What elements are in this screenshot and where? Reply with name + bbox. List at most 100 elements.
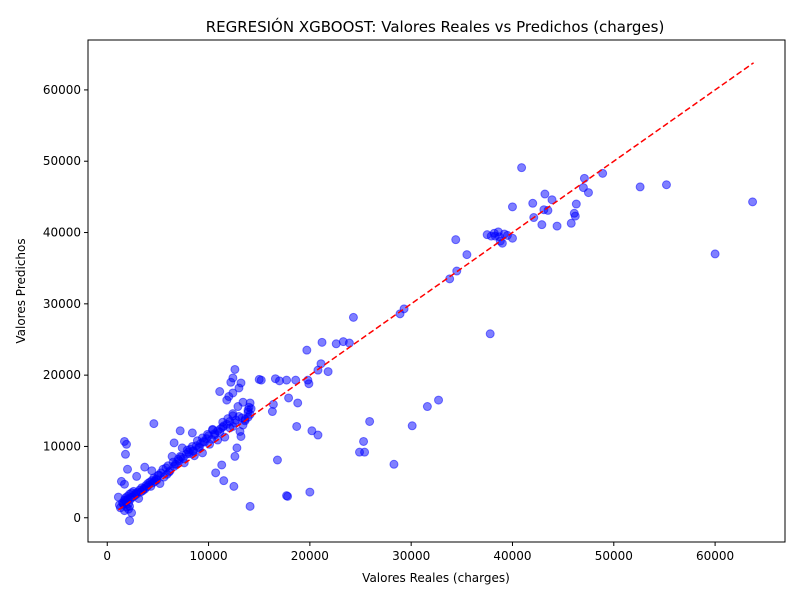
y-tick-label: 50000 xyxy=(43,154,81,168)
data-point xyxy=(232,443,242,453)
data-point xyxy=(570,211,580,221)
data-point xyxy=(365,416,375,426)
data-point xyxy=(284,393,294,403)
data-point xyxy=(552,221,562,231)
y-tick-label: 10000 xyxy=(43,439,81,453)
data-point xyxy=(219,476,229,486)
data-point xyxy=(245,398,255,408)
data-point xyxy=(140,462,150,472)
data-point xyxy=(256,375,266,385)
data-point xyxy=(149,419,159,429)
data-point xyxy=(230,364,240,374)
data-point xyxy=(228,388,238,398)
reference-line-group xyxy=(117,62,755,511)
data-point xyxy=(125,516,135,526)
data-point xyxy=(389,459,399,469)
data-point xyxy=(147,466,157,476)
data-point xyxy=(272,455,282,465)
data-point xyxy=(748,197,758,207)
data-point xyxy=(169,438,179,448)
data-point xyxy=(359,436,369,446)
x-axis: 0 10000 20000 30000 40000 50000 60000 xyxy=(103,542,734,563)
data-point xyxy=(566,218,576,228)
x-tick-label: 40000 xyxy=(493,549,531,563)
chart-title: REGRESIÓN XGBOOST: Valores Reales vs Pre… xyxy=(206,17,665,36)
data-point xyxy=(215,387,225,397)
data-point xyxy=(236,431,246,441)
data-point xyxy=(120,449,130,459)
data-point xyxy=(175,426,185,436)
data-point xyxy=(344,338,354,348)
x-axis-label: Valores Reales (charges) xyxy=(362,571,510,585)
data-point xyxy=(710,249,720,259)
data-point xyxy=(218,417,228,427)
data-point xyxy=(132,471,142,481)
data-point xyxy=(282,375,292,385)
data-point xyxy=(571,199,581,209)
data-point xyxy=(537,220,547,230)
data-point xyxy=(230,451,240,461)
data-point xyxy=(126,493,136,503)
data-point xyxy=(540,189,550,199)
y-axis: 0 10000 20000 30000 40000 50000 60000 xyxy=(43,83,88,525)
data-point xyxy=(355,447,365,457)
data-point xyxy=(217,460,227,470)
data-point xyxy=(434,395,444,405)
data-point xyxy=(304,379,314,389)
data-point xyxy=(494,232,504,242)
x-tick-label: 50000 xyxy=(595,549,633,563)
y-tick-label: 60000 xyxy=(43,83,81,97)
x-tick-label: 30000 xyxy=(392,549,430,563)
data-point xyxy=(547,195,557,205)
x-tick-label: 60000 xyxy=(696,549,734,563)
data-point xyxy=(302,345,312,355)
y-tick-label: 20000 xyxy=(43,368,81,382)
data-point xyxy=(635,182,645,192)
data-point xyxy=(323,367,333,377)
data-point xyxy=(119,436,129,446)
data-point xyxy=(167,451,177,461)
data-point xyxy=(293,398,303,408)
data-point xyxy=(197,448,207,458)
data-point xyxy=(462,250,472,260)
reference-line xyxy=(117,62,755,511)
data-point xyxy=(407,421,417,431)
data-point xyxy=(583,188,593,198)
y-tick-label: 0 xyxy=(73,511,81,525)
data-point xyxy=(113,492,123,502)
x-tick-label: 10000 xyxy=(189,549,227,563)
data-points xyxy=(113,163,758,526)
data-point xyxy=(228,409,238,419)
data-point xyxy=(507,233,517,243)
data-point xyxy=(291,375,301,385)
data-point xyxy=(307,426,317,436)
data-point xyxy=(528,198,538,208)
data-point xyxy=(228,373,238,383)
data-point xyxy=(236,378,246,388)
data-point xyxy=(283,491,293,501)
data-point xyxy=(170,459,180,469)
data-point xyxy=(197,433,207,443)
y-tick-label: 40000 xyxy=(43,226,81,240)
data-point xyxy=(211,468,221,478)
data-point xyxy=(267,407,277,417)
data-point xyxy=(119,479,129,489)
data-point xyxy=(507,202,517,212)
data-point xyxy=(177,443,187,453)
data-point xyxy=(208,424,218,434)
y-tick-label: 30000 xyxy=(43,297,81,311)
data-point xyxy=(451,235,461,245)
data-point xyxy=(317,337,327,347)
data-point xyxy=(127,508,137,518)
data-point xyxy=(187,428,197,438)
data-point xyxy=(305,487,315,497)
data-point xyxy=(517,163,527,173)
data-point xyxy=(292,421,302,431)
data-point xyxy=(229,481,239,491)
data-point xyxy=(245,501,255,511)
data-point xyxy=(123,464,133,474)
y-axis-label: Valores Predichos xyxy=(14,238,28,343)
plot-frame xyxy=(87,39,786,543)
data-point xyxy=(176,452,186,462)
